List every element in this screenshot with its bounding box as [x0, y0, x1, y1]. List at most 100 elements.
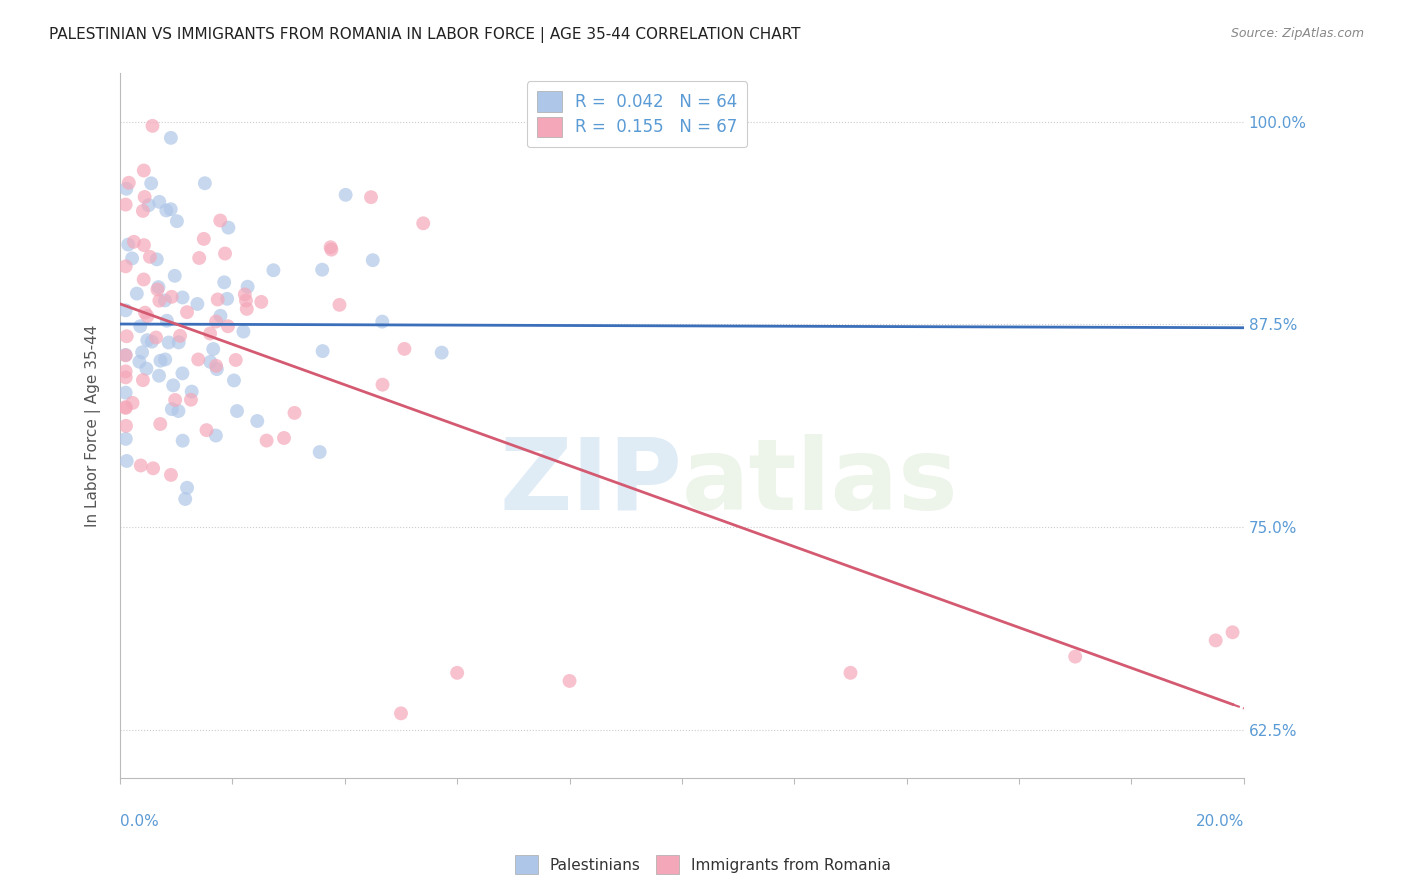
Point	[187, 352, 209, 367]
Point	[129, 458, 152, 473]
Point	[166, 214, 188, 228]
Point	[172, 434, 194, 448]
Point	[125, 286, 148, 301]
Point	[157, 335, 180, 350]
Point	[145, 330, 167, 344]
Point	[114, 303, 136, 318]
Text: atlas: atlas	[682, 434, 959, 531]
Point	[148, 368, 170, 383]
Point	[138, 198, 160, 212]
Point	[134, 190, 156, 204]
Point	[188, 251, 211, 265]
Point	[141, 119, 163, 133]
Point	[167, 404, 190, 418]
Point	[114, 400, 136, 414]
Point	[1064, 649, 1087, 664]
Point	[167, 335, 190, 350]
Point	[236, 301, 259, 316]
Point	[412, 216, 434, 230]
Point	[153, 293, 176, 308]
Text: 20.0%: 20.0%	[1195, 814, 1244, 829]
Point	[172, 367, 194, 381]
Point	[156, 314, 179, 328]
Point	[148, 280, 170, 294]
Text: 0.0%: 0.0%	[120, 814, 159, 829]
Point	[180, 384, 202, 399]
Point	[389, 706, 412, 721]
Point	[335, 187, 357, 202]
Point	[321, 243, 343, 257]
Text: Source: ZipAtlas.com: Source: ZipAtlas.com	[1230, 27, 1364, 40]
Point	[114, 385, 136, 400]
Point	[114, 348, 136, 362]
Point	[371, 315, 394, 329]
Point	[142, 461, 165, 475]
Point	[1205, 633, 1227, 648]
Point	[235, 293, 257, 308]
Point	[148, 293, 170, 308]
Point	[205, 359, 228, 373]
Point	[160, 467, 183, 482]
Point	[250, 294, 273, 309]
Point	[132, 238, 155, 252]
Point	[135, 361, 157, 376]
Point	[226, 404, 249, 418]
Point	[131, 345, 153, 359]
Point	[217, 319, 239, 334]
Point	[146, 283, 169, 297]
Point	[371, 377, 394, 392]
Point	[114, 364, 136, 378]
Point	[114, 432, 136, 446]
Point	[141, 177, 163, 191]
Point	[308, 445, 330, 459]
Point	[148, 194, 170, 209]
Point	[165, 392, 187, 407]
Point	[225, 353, 247, 368]
Point	[132, 272, 155, 286]
Point	[232, 325, 254, 339]
Point	[114, 197, 136, 211]
Point	[217, 292, 239, 306]
Point	[233, 287, 256, 301]
Point	[273, 431, 295, 445]
Point	[360, 190, 382, 204]
Point	[162, 378, 184, 392]
Point	[246, 414, 269, 428]
Text: ZIP: ZIP	[499, 434, 682, 531]
Point	[209, 309, 232, 323]
Point	[160, 131, 183, 145]
Point	[446, 665, 468, 680]
Point	[205, 314, 228, 328]
Point	[141, 334, 163, 349]
Point	[134, 306, 156, 320]
Y-axis label: In Labor Force | Age 35-44: In Labor Force | Age 35-44	[86, 325, 101, 527]
Text: PALESTINIAN VS IMMIGRANTS FROM ROMANIA IN LABOR FORCE | AGE 35-44 CORRELATION CH: PALESTINIAN VS IMMIGRANTS FROM ROMANIA I…	[49, 27, 800, 43]
Point	[114, 370, 136, 384]
Point	[217, 220, 239, 235]
Point	[394, 342, 416, 356]
Point	[114, 260, 136, 274]
Point	[114, 348, 136, 362]
Point	[222, 374, 245, 388]
Point	[328, 298, 350, 312]
Point	[118, 176, 141, 190]
Point	[122, 235, 145, 249]
Point	[128, 355, 150, 369]
Point	[160, 402, 183, 417]
Point	[209, 213, 232, 227]
Point	[200, 355, 222, 369]
Point	[149, 417, 172, 431]
Point	[361, 253, 384, 268]
Point	[159, 202, 181, 217]
Point	[115, 418, 138, 433]
Point	[256, 434, 278, 448]
Point	[194, 176, 217, 190]
Point	[193, 232, 215, 246]
Point	[149, 353, 172, 368]
Point	[155, 352, 177, 367]
Point	[202, 342, 225, 356]
Point	[132, 163, 155, 178]
Point	[172, 290, 194, 304]
Point	[117, 237, 139, 252]
Point	[262, 263, 284, 277]
